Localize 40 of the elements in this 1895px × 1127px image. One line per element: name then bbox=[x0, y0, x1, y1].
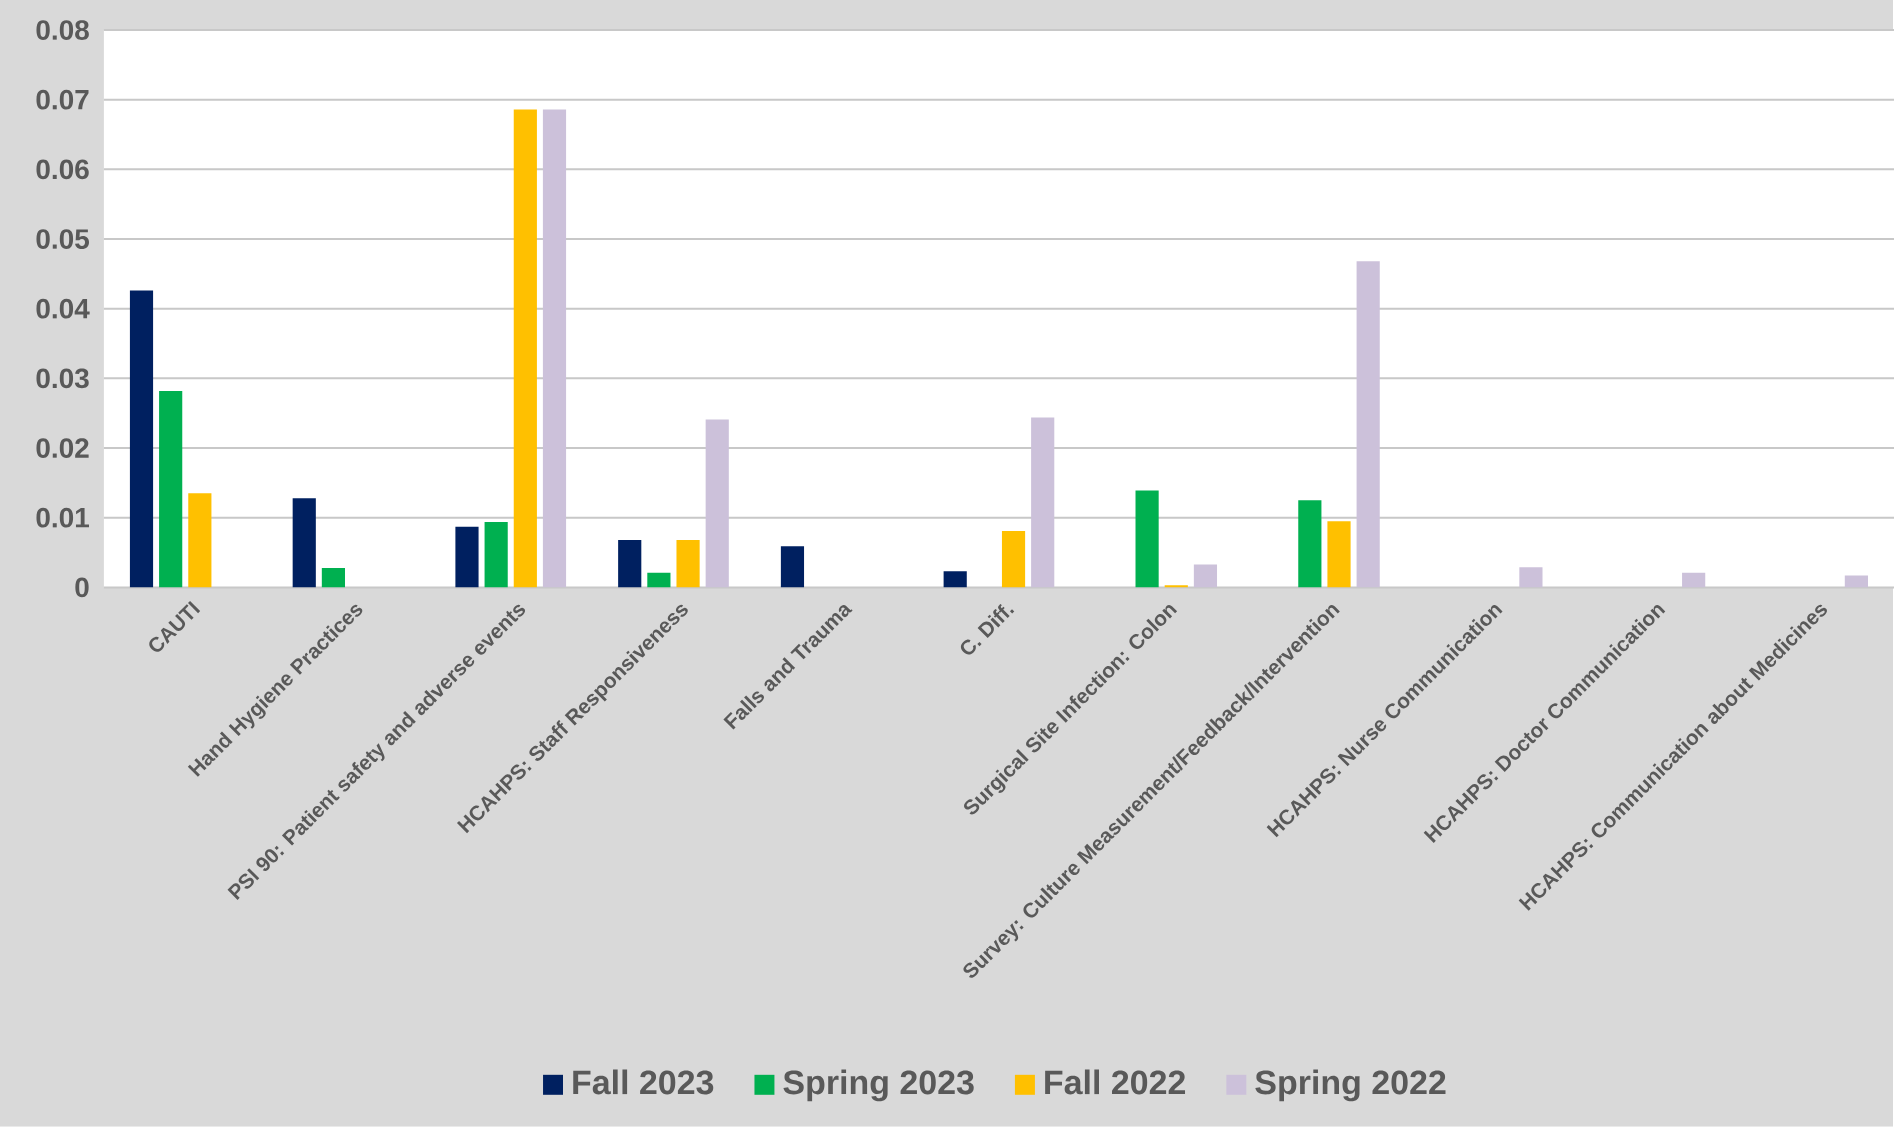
bar bbox=[542, 109, 567, 588]
bar bbox=[292, 498, 316, 588]
bar bbox=[1519, 567, 1543, 588]
bar bbox=[484, 521, 508, 588]
y-tick-label: 0.06 bbox=[36, 159, 89, 180]
bar bbox=[647, 572, 671, 588]
y-tick-label: 0.02 bbox=[36, 438, 89, 459]
bar bbox=[1844, 575, 1868, 588]
legend-label: Fall 2023 bbox=[573, 1069, 714, 1095]
bar bbox=[1682, 572, 1706, 588]
bar bbox=[1164, 585, 1188, 588]
bar bbox=[618, 540, 642, 588]
bar bbox=[188, 493, 212, 588]
bar bbox=[513, 109, 537, 588]
y-tick-label: 0.08 bbox=[36, 20, 89, 40]
bar bbox=[780, 546, 805, 588]
bar bbox=[321, 567, 346, 588]
bar bbox=[1135, 490, 1159, 588]
bar bbox=[1001, 531, 1026, 588]
y-tick-label: 0.03 bbox=[36, 368, 89, 389]
y-tick-label: 0.05 bbox=[36, 229, 90, 250]
bar bbox=[1298, 500, 1322, 588]
legend-label: Spring 2023 bbox=[783, 1069, 974, 1102]
y-tick-label: 0.07 bbox=[36, 89, 89, 110]
bar bbox=[1327, 521, 1351, 588]
bar bbox=[1193, 564, 1218, 588]
bar bbox=[1356, 261, 1380, 588]
legend-label: Spring 2022 bbox=[1255, 1069, 1446, 1102]
y-tick-label: 0 bbox=[75, 577, 89, 598]
legend-label: Fall 2022 bbox=[1045, 1069, 1186, 1095]
bar bbox=[1031, 417, 1055, 588]
bar bbox=[159, 391, 183, 588]
x-tick-label: C. Diff. bbox=[960, 604, 1015, 655]
bar bbox=[705, 419, 729, 588]
bar bbox=[676, 540, 700, 588]
bar bbox=[943, 571, 967, 588]
y-tick-label: 0.01 bbox=[36, 507, 90, 528]
y-tick-label: 0.04 bbox=[36, 298, 90, 319]
bar bbox=[455, 526, 479, 588]
bar bbox=[129, 290, 154, 588]
